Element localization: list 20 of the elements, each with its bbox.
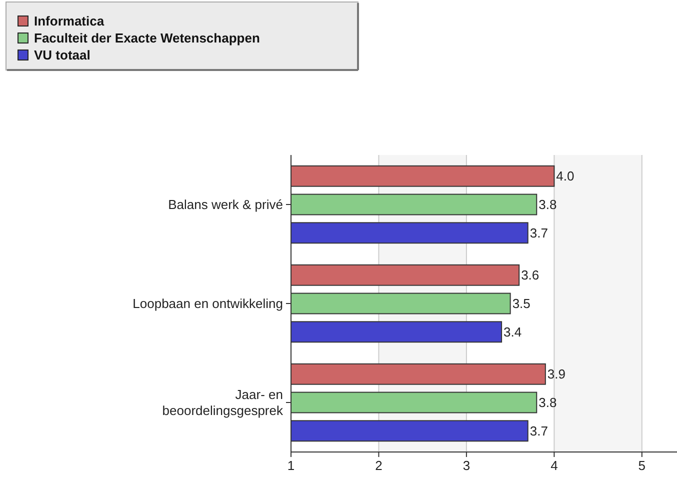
- data-label: 4.0: [556, 168, 574, 184]
- data-label: 3.7: [530, 423, 548, 438]
- y-tick-label: Jaar- en beoordelingsgesprek: [162, 387, 284, 418]
- x-tick-label: 3: [462, 458, 470, 473]
- data-label: 3.8: [538, 395, 557, 410]
- x-tick-label: 1: [287, 458, 295, 473]
- data-label: 3.5: [512, 296, 530, 312]
- data-label: 3.7: [530, 225, 548, 240]
- x-tick-label: 5: [638, 458, 646, 473]
- legend-label: VU totaal: [34, 48, 90, 63]
- data-label: 3.8: [538, 197, 557, 212]
- y-tick-label: Loopbaan en ontwikkeling: [132, 296, 283, 312]
- data-label: 3.4: [504, 324, 522, 340]
- data-label: 3.6: [521, 268, 540, 283]
- legend-label: Informatica: [34, 14, 105, 29]
- y-tick-label: Balans werk & privé: [168, 197, 283, 212]
- x-tick-label: 2: [375, 458, 382, 473]
- legend-label: Faculteit der Exacte Wetenschappen: [34, 30, 260, 46]
- data-label: 3.9: [547, 366, 566, 382]
- x-tick-label: 4: [550, 458, 558, 473]
